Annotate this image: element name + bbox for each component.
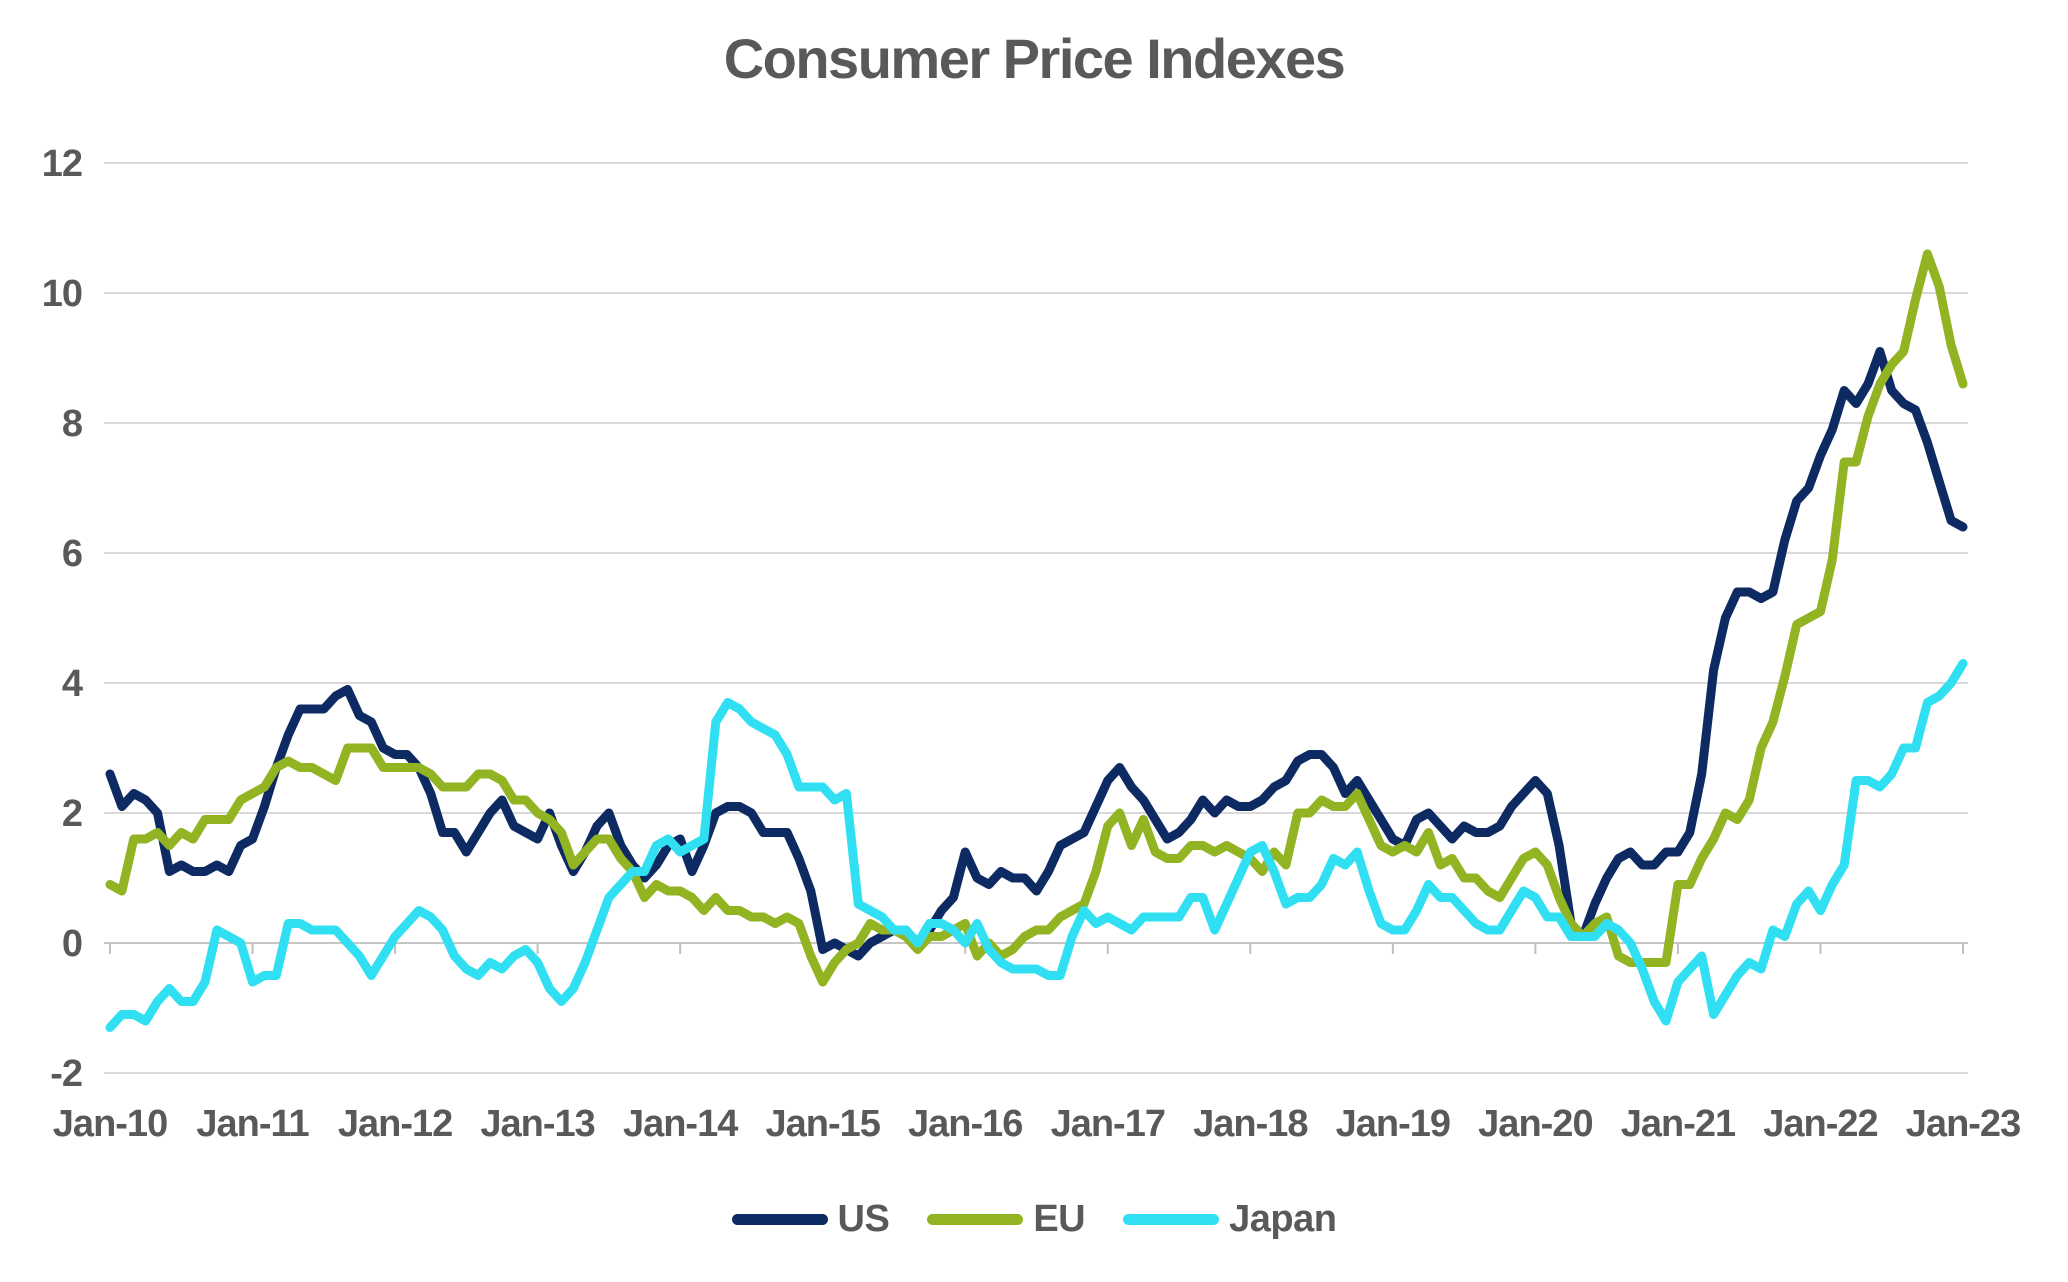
legend-item-us: US bbox=[731, 1198, 890, 1241]
x-axis-label: Jan-11 bbox=[196, 1103, 309, 1145]
japan-series-line bbox=[105, 659, 1968, 1032]
y-axis-label: 12 bbox=[42, 143, 82, 185]
eu-series-line bbox=[105, 249, 1968, 987]
y-axis-label: -2 bbox=[50, 1053, 82, 1095]
x-axis-label: Jan-17 bbox=[1051, 1103, 1165, 1145]
x-axis-label: Jan-23 bbox=[1906, 1103, 2020, 1145]
x-axis-label: Jan-19 bbox=[1336, 1103, 1450, 1145]
x-axis-label: Jan-18 bbox=[1193, 1103, 1307, 1145]
x-axis-label: Jan-15 bbox=[765, 1103, 880, 1145]
chart-legend: US EU Japan bbox=[0, 1198, 2068, 1241]
x-axis-label: Jan-13 bbox=[480, 1103, 594, 1145]
legend-item-eu: EU bbox=[927, 1198, 1086, 1241]
legend-swatch-eu bbox=[927, 1214, 1024, 1225]
x-axis-label: Jan-20 bbox=[1478, 1103, 1592, 1145]
us-series-line bbox=[105, 347, 1968, 961]
y-axis-label: 8 bbox=[62, 403, 82, 445]
y-axis-label: 6 bbox=[62, 533, 82, 575]
y-axis-label: 0 bbox=[62, 923, 82, 965]
legend-label-eu: EU bbox=[1033, 1198, 1086, 1240]
legend-swatch-us bbox=[731, 1214, 828, 1225]
legend-label-us: US bbox=[837, 1198, 890, 1240]
legend-item-japan: Japan bbox=[1123, 1198, 1337, 1241]
x-axis-label: Jan-22 bbox=[1763, 1103, 1877, 1145]
y-axis-label: 10 bbox=[42, 273, 82, 315]
y-axis-label: 2 bbox=[62, 793, 82, 835]
y-axis-label: 4 bbox=[62, 663, 83, 705]
x-axis-label: Jan-16 bbox=[908, 1103, 1022, 1145]
x-axis-label: Jan-12 bbox=[338, 1103, 452, 1145]
x-axis-label: Jan-14 bbox=[623, 1103, 738, 1145]
x-axis-label: Jan-10 bbox=[53, 1103, 167, 1145]
legend-swatch-japan bbox=[1123, 1214, 1220, 1225]
x-axis-label: Jan-21 bbox=[1621, 1103, 1736, 1145]
chart-title: Consumer Price Indexes bbox=[723, 27, 1346, 90]
legend-label-japan: Japan bbox=[1229, 1198, 1337, 1240]
